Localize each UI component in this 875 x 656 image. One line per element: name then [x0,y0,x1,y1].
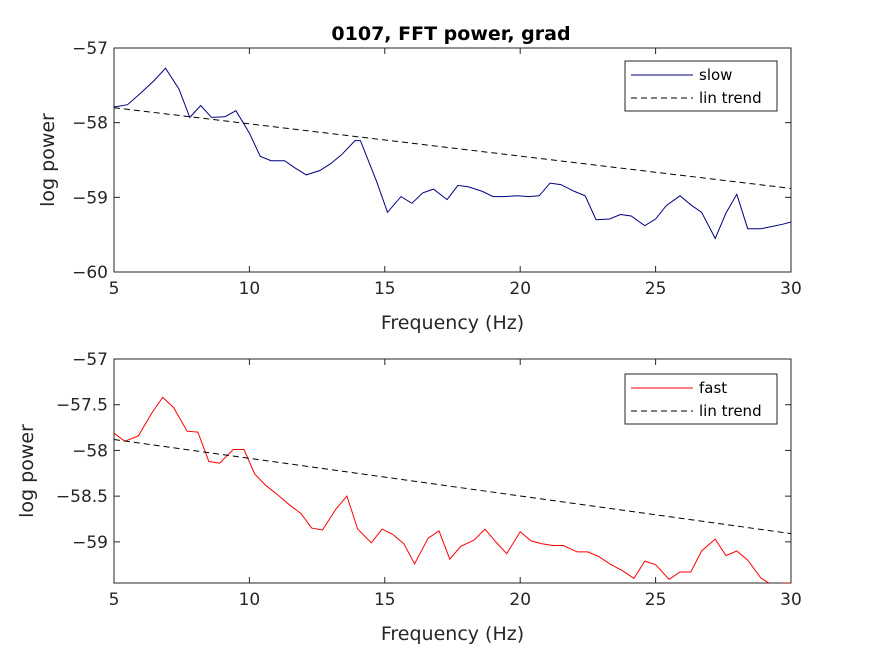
y-axis-label: log power [16,424,38,518]
legend-label: lin trend [699,402,762,420]
legend-box [624,60,778,112]
series-line-lin-trend [114,439,791,535]
y-axis-label: log power [37,113,59,207]
x-tick-label: 15 [374,590,396,610]
x-axis-label: Frequency (Hz) [381,312,524,334]
x-tick-label: 10 [239,590,261,610]
y-tick-label: −60 [72,263,108,283]
x-tick-label: 10 [239,279,261,299]
x-tick-label: 5 [109,279,120,299]
x-axis-label: Frequency (Hz) [381,623,524,645]
series-group [114,396,791,583]
series-line-fast [114,396,791,583]
series-line-slow [114,67,791,240]
legend-label: fast [699,379,727,397]
x-tick-label: 25 [645,590,667,610]
y-tick-label: −58 [72,441,108,461]
x-tick-label: 30 [780,590,802,610]
x-tick-label: 5 [109,590,120,610]
legend: fast lin trend [624,373,778,425]
x-tick-label: 25 [645,279,667,299]
legend: slow lin trend [624,60,778,112]
x-tick-label: 30 [780,279,802,299]
y-tick-label: −57.5 [56,396,108,416]
y-tick-label: −57 [72,350,108,370]
x-tick-label: 20 [509,590,531,610]
y-tick-label: −58.5 [56,487,108,507]
top-plot: 5 10 15 20 25 30 −60 −59 −58 −57 Frequency (Hz) log… [37,39,802,334]
y-tick-label: −59 [72,188,108,208]
x-tick-label: 20 [509,279,531,299]
x-tick-label: 15 [374,279,396,299]
series-group [114,67,791,240]
legend-label: slow [699,66,732,84]
legend-label: lin trend [699,89,762,107]
series-line-lin-trend [114,107,791,189]
bottom-plot: 5 10 15 20 25 30 −59 −58.5 −58 −57.5 −57 Frequency … [16,350,802,645]
figure-title: 0107, FFT power, grad [331,23,570,45]
legend-box [624,373,778,425]
y-tick-label: −59 [72,533,108,553]
y-tick-label: −58 [72,114,108,134]
y-tick-label: −57 [72,39,108,59]
